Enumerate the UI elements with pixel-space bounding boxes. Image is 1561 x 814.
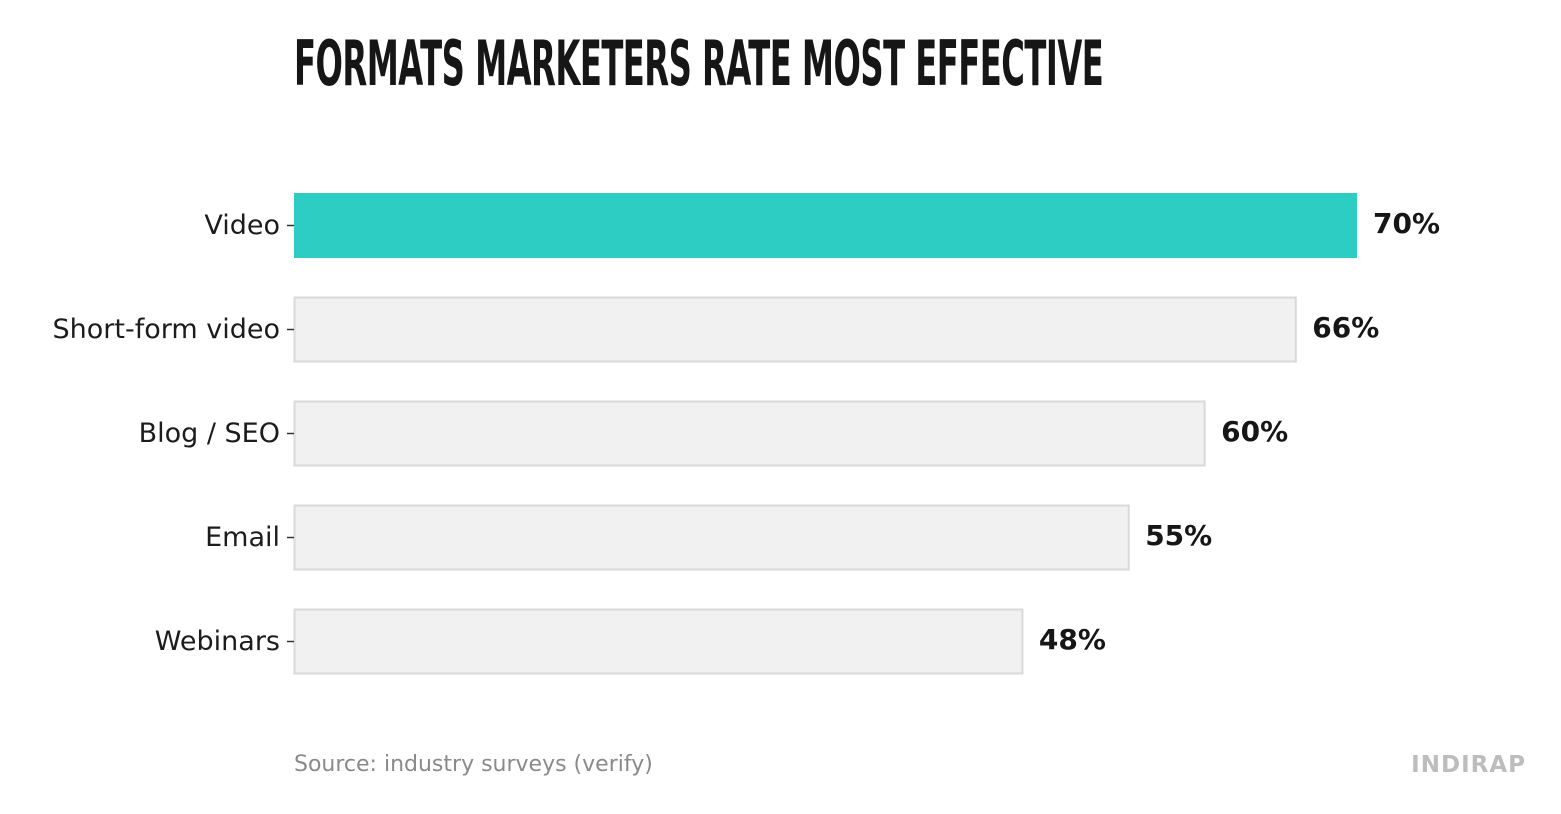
bar-chart: Video 70% Short-form video 66% Blog / SEO 60%…: [53, 193, 1440, 675]
value-label-blog-seo: 60%: [1221, 415, 1288, 448]
value-label-email: 55%: [1145, 519, 1212, 552]
bar-short-form-video: [293, 296, 1297, 363]
category-label-blog-seo: Blog / SEO: [139, 418, 280, 449]
value-label-video: 70%: [1373, 207, 1440, 240]
bar-webinars: [293, 608, 1024, 675]
bar-email: [293, 504, 1130, 571]
value-label-short-form-video: 66%: [1312, 311, 1379, 344]
bar-video: [294, 193, 1357, 258]
category-label-video: Video: [204, 210, 280, 241]
value-label-webinars: 48%: [1039, 623, 1106, 656]
bar-blog-seo: [293, 400, 1206, 467]
category-label-webinars: Webinars: [155, 626, 280, 657]
brand-watermark: INDIRAP: [1411, 752, 1526, 778]
source-note: Source: industry surveys (verify): [294, 752, 653, 777]
chart-title: FORMATS MARKETERS RATE MOST EFFECTIVE: [294, 27, 1104, 100]
category-label-short-form-video: Short-form video: [53, 314, 280, 345]
category-label-email: Email: [205, 522, 280, 553]
